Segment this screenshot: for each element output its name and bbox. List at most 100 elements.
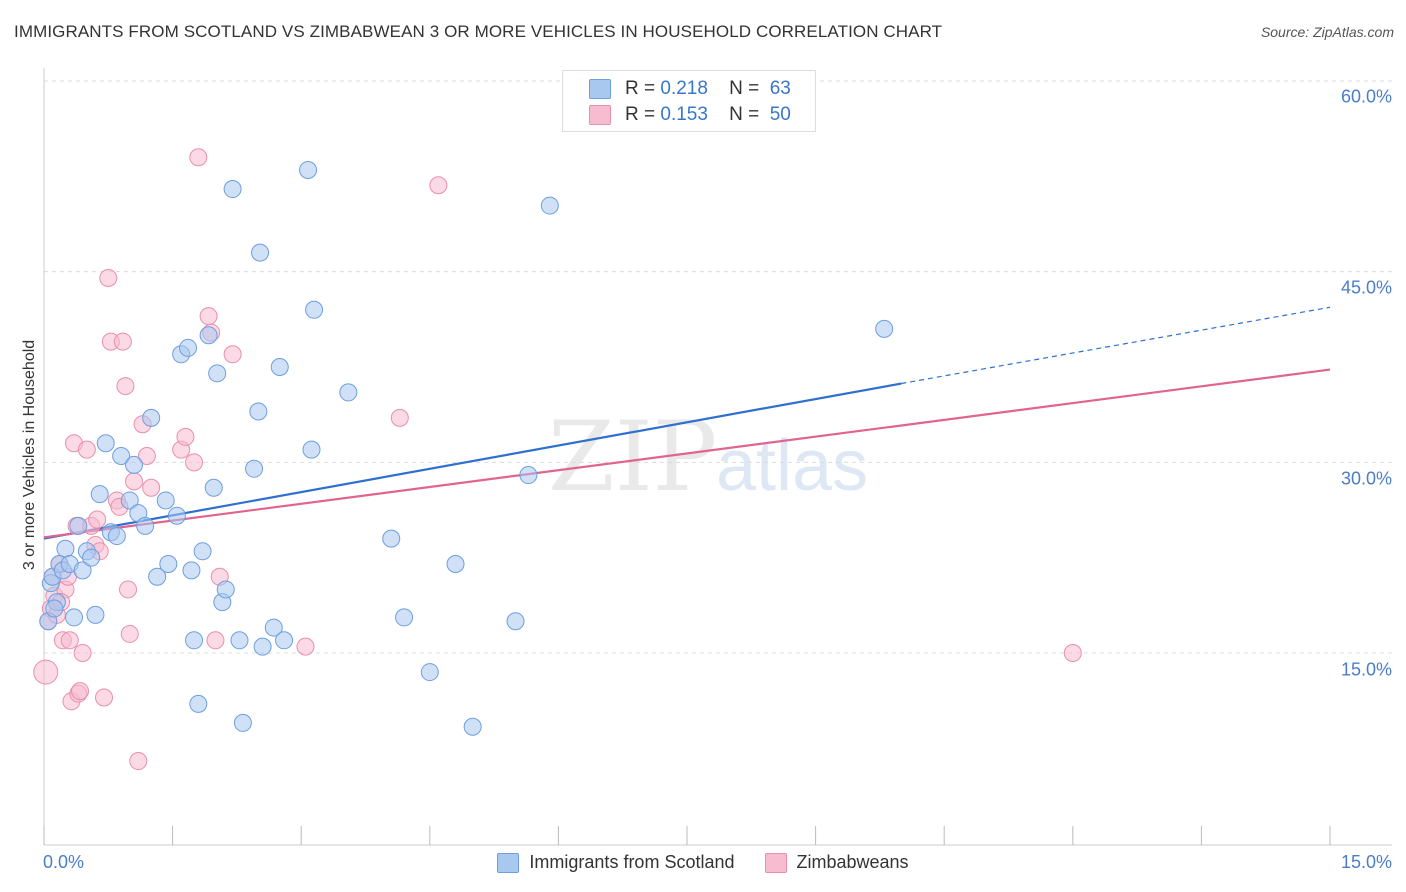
point-scotland (73, 561, 92, 580)
point-scotland (65, 608, 84, 627)
point-zimbabwe (116, 377, 135, 396)
point-scotland (193, 542, 212, 561)
point-zimbabwe (88, 510, 107, 529)
point-zimbabwe (189, 148, 208, 167)
trend-lines (43, 306, 1331, 540)
point-zimbabwe (73, 644, 92, 662)
point-scotland (233, 713, 252, 732)
y-tick-label: 15.0% (1340, 659, 1392, 680)
legend-n-value: 63 (769, 78, 791, 99)
point-scotland (208, 364, 227, 383)
legend-r-label: R = (625, 78, 656, 99)
point-scotland (253, 637, 272, 656)
legend-r-value: 0.218 (660, 78, 708, 99)
trend-line-scotland-extension (901, 306, 1331, 385)
point-zimbabwe (1063, 644, 1082, 662)
point-zimbabwe (199, 307, 218, 326)
chart-title: IMMIGRANTS FROM SCOTLAND VS ZIMBABWEAN 3… (14, 22, 943, 41)
point-zimbabwe (176, 427, 195, 446)
legend-r-value: 0.153 (660, 104, 708, 125)
point-zimbabwe (129, 752, 148, 771)
point-scotland (159, 555, 178, 574)
watermark-atlas: atlas (716, 426, 868, 506)
legend-row-scotland: R = 0.218 N = 63 (589, 77, 791, 101)
point-scotland (189, 694, 208, 713)
point-zimbabwe (142, 478, 161, 497)
point-zimbabwe (113, 332, 132, 351)
point-scotland (275, 631, 294, 650)
trend-line-zimbabwe (43, 368, 1331, 539)
point-scotland (249, 402, 268, 421)
point-scotland (199, 326, 218, 345)
point-zimbabwe (99, 269, 118, 288)
source-label: Source: ZipAtlas.com (1260, 24, 1394, 40)
x-tick-label-min: 0.0% (43, 852, 85, 872)
point-scotland (540, 196, 559, 215)
point-scotland (382, 529, 401, 548)
point-scotland (136, 516, 155, 535)
stats-legend: R = 0.218 N = 63 R = 0.153 N = 50 (562, 70, 816, 132)
y-tick-label: 45.0% (1340, 277, 1392, 298)
data-points (33, 148, 1082, 771)
legend-swatch-scotland (589, 79, 611, 99)
point-scotland (463, 717, 482, 736)
point-zimbabwe (77, 440, 96, 459)
point-scotland (82, 548, 101, 567)
point-scotland (148, 567, 167, 586)
point-zimbabwe (137, 446, 156, 465)
point-scotland (167, 506, 186, 525)
point-scotland (142, 408, 161, 427)
grid (44, 80, 1392, 654)
point-scotland (302, 440, 321, 459)
point-scotland (216, 580, 235, 599)
point-zimbabwe (185, 453, 204, 472)
watermark-zip: ZIP (548, 401, 717, 513)
point-scotland (90, 485, 109, 504)
y-axis-label: 3 or more Vehicles in Household (21, 339, 38, 571)
trend-line-scotland (43, 382, 902, 540)
point-scotland (420, 663, 439, 682)
legend-item-zimbabwe: Zimbabweans (764, 852, 909, 873)
point-zimbabwe (120, 624, 139, 643)
point-scotland (125, 455, 144, 474)
legend-swatch-zimbabwe (589, 105, 611, 125)
legend-r-label: R = (625, 104, 656, 125)
legend-n-label: N = (729, 104, 760, 125)
point-scotland (69, 516, 88, 535)
point-scotland (86, 605, 105, 624)
point-zimbabwe (95, 688, 114, 707)
point-scotland (395, 608, 414, 627)
y-tick-label: 30.0% (1340, 468, 1392, 489)
point-zimbabwe (71, 682, 90, 701)
point-scotland (251, 243, 270, 262)
point-zimbabwe (429, 176, 448, 195)
point-scotland (299, 160, 318, 179)
point-scotland (185, 631, 204, 650)
point-scotland (305, 300, 324, 319)
axes (43, 68, 1392, 846)
point-scotland (96, 434, 115, 453)
legend-label-scotland: Immigrants from Scotland (529, 852, 735, 872)
point-scotland (120, 491, 139, 510)
series-legend: Immigrants from Scotland Zimbabweans (0, 852, 1406, 873)
point-scotland (875, 319, 894, 338)
point-scotland (56, 539, 75, 558)
point-zimbabwe (119, 580, 138, 599)
point-scotland (45, 599, 64, 618)
legend-swatch-zimbabwe (764, 852, 787, 873)
legend-n-label: N = (729, 78, 760, 99)
point-zimbabwe (223, 345, 242, 364)
point-scotland (264, 618, 283, 637)
point-scotland (245, 459, 264, 478)
point-scotland (204, 478, 223, 497)
point-scotland (506, 612, 525, 631)
legend-n-value: 50 (769, 104, 791, 125)
legend-swatch-scotland (497, 852, 520, 873)
point-scotland (156, 491, 175, 510)
point-zimbabwe (33, 659, 59, 685)
legend-row-zimbabwe: R = 0.153 N = 50 (589, 103, 791, 127)
legend-label-zimbabwe: Zimbabweans (796, 852, 909, 872)
point-scotland (270, 358, 289, 376)
point-scotland (230, 631, 249, 650)
